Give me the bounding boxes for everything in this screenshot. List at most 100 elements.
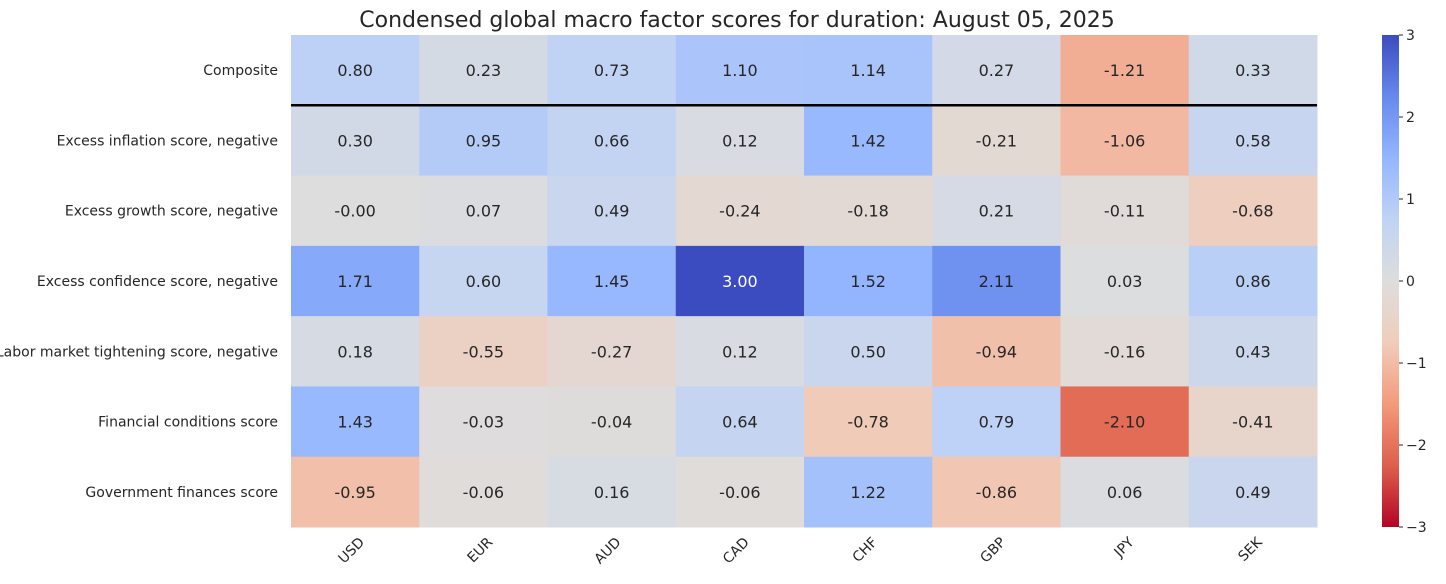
cell-value-label: -0.06 [463,483,504,502]
cell-value-label: 0.27 [979,61,1015,80]
heatmap-cell [547,316,677,387]
row-label: Excess inflation score, negative [57,133,278,149]
heatmap-cell [419,245,548,317]
column-label: USD [335,535,367,567]
heatmap-cell [932,245,1061,317]
row-labels: Composite Excess inflation score, negativ… [0,63,278,501]
cell-value-label: 0.33 [1235,61,1271,80]
colorbar: 3 2 1 0 −1 −2 −3 [1382,28,1427,536]
heatmap-cell [804,456,933,528]
heatmap-cell [675,35,805,106]
colorbar-tick-label: 0 [1406,274,1415,290]
row-label: Financial conditions score [98,415,278,431]
heatmap-cell [1060,245,1190,317]
cell-value-label: -2.10 [1104,413,1145,432]
heatmap-cell [804,175,933,247]
heatmap-cell [675,316,805,387]
cell-value-label: 0.21 [979,202,1015,221]
colorbar-tick-label: 1 [1406,192,1415,208]
heatmap-cell [932,35,1061,106]
column-labels: USD EUR AUD CAD CHF GBP JPY SEK [335,534,1266,568]
row-label: Composite [203,63,278,79]
cell-value-label: 1.71 [337,272,373,291]
cell-value-label: 0.60 [466,272,502,291]
row-label: Excess growth score, negative [65,204,278,220]
cell-value-label: 0.43 [1235,342,1271,361]
heatmap-cell [932,175,1061,247]
cell-value-label: 0.86 [1235,272,1271,291]
heatmap-cell [932,316,1061,387]
cell-value-label: 0.12 [722,131,758,150]
cell-value-label: -0.16 [1104,342,1145,361]
colorbar-tick-label: 3 [1406,28,1415,44]
heatmap-cell [1060,175,1190,247]
heatmap-cell [675,386,805,458]
heatmap-cell [1060,386,1190,458]
heatmap-cell [932,386,1061,458]
heatmap-cell [291,456,420,528]
heatmap-cell [932,105,1061,177]
cell-value-label: 1.43 [337,413,373,432]
heatmap-cell [547,105,677,177]
heatmap-cell [1188,456,1318,528]
heatmap-cell [804,35,933,106]
cell-value-label: -0.41 [1232,413,1273,432]
heatmap-cell [419,35,548,106]
heatmap-cell [547,245,677,317]
cell-value-label: -0.55 [463,342,504,361]
cell-value-label: 0.50 [850,342,886,361]
heatmap-cell [1188,35,1318,106]
colorbar-tick-label: −1 [1406,356,1427,372]
column-label: JPY [1111,534,1138,561]
colorbar-tick-label: −2 [1406,438,1427,454]
heatmap-cell [547,386,677,458]
heatmap-cell [419,456,548,528]
heatmap-cell [675,105,805,177]
cell-value-label: -0.68 [1232,202,1273,221]
cell-value-label: 0.23 [466,61,502,80]
cell-value-label: 2.11 [979,272,1015,291]
colorbar-tick-label: 2 [1406,110,1415,126]
heatmap-cell [1060,35,1190,106]
cell-value-label: 0.12 [722,342,758,361]
cell-value-label: -0.24 [719,202,760,221]
cell-value-label: 0.73 [594,61,630,80]
cell-value-label: 3.00 [722,272,758,291]
cell-value-label: 1.22 [850,483,886,502]
heatmap-cell [675,456,805,528]
column-label: GBP [977,535,1009,567]
heatmap-value-labels: 0.80 0.23 0.73 1.10 1.14 0.27 -1.21 0.33 0.30 0.9… [334,61,1273,502]
cell-value-label: 1.52 [850,272,886,291]
cell-value-label: -1.06 [1104,131,1145,150]
cell-value-label: -0.11 [1104,202,1145,221]
heatmap-cell [291,386,420,458]
chart-title: Condensed global macro factor scores for… [359,8,1114,33]
heatmap-cell [291,35,420,106]
cell-value-label: -0.00 [334,202,375,221]
cell-value-label: 0.66 [594,131,630,150]
column-label: CAD [720,535,753,568]
row-label: Government finances score [85,485,278,501]
heatmap-cell [291,245,420,317]
heatmap-cell [291,105,420,177]
cell-value-label: 0.49 [1235,483,1271,502]
colorbar-tick-label: −3 [1406,520,1427,536]
heatmap-cell [547,456,677,528]
heatmap-cell [419,175,548,247]
cell-value-label: 0.18 [337,342,373,361]
colorbar-gradient [1382,35,1399,527]
cell-value-label: -0.94 [976,342,1017,361]
cell-value-label: 1.10 [722,61,758,80]
cell-value-label: -0.86 [976,483,1017,502]
heatmap-cell [291,316,420,387]
cell-value-label: 0.79 [979,413,1015,432]
cell-value-label: 1.14 [850,61,886,80]
heatmap-cell [291,175,420,247]
column-label: EUR [465,534,497,566]
heatmap-cell [932,456,1061,528]
cell-value-label: -0.06 [719,483,760,502]
cell-value-label: 0.30 [337,131,373,150]
heatmap-cell [804,316,933,387]
